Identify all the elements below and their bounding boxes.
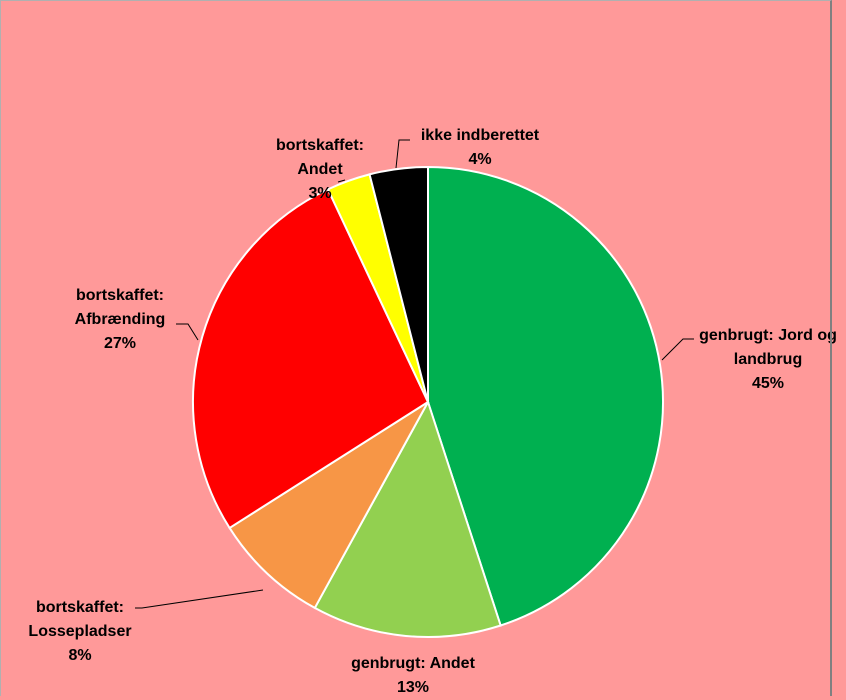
slice-label-line: bortskaffet:	[76, 287, 164, 304]
pie-slice	[368, 165, 429, 403]
slice-label-line: 4%	[468, 151, 491, 168]
slice-label-line: bortskaffet:	[276, 137, 364, 154]
slice-label-line: 27%	[104, 335, 136, 352]
slice-label-line: 45%	[752, 375, 784, 392]
pie-slice	[192, 188, 430, 530]
slice-label: bortskaffet: Afbrænding 27%	[75, 287, 166, 352]
slice-label-line: 8%	[68, 647, 91, 664]
slice-label: genbrugt: Andet 13%	[351, 655, 476, 696]
slice-label-line: Lossepladser	[28, 623, 131, 640]
slice-label-line: landbrug	[734, 351, 802, 368]
leader-line	[395, 139, 410, 169]
slice-label-line: genbrugt: Andet	[351, 655, 476, 672]
pie-slice	[228, 401, 429, 610]
leader-line	[337, 179, 346, 183]
leader-line	[176, 323, 199, 341]
slice-label-line: 13%	[397, 679, 429, 696]
slice-label: bortskaffet: Andet 3%	[276, 137, 364, 202]
pie-slice	[427, 165, 664, 627]
slice-label: ikke indberettet 4%	[421, 127, 540, 168]
slice-label-line: bortskaffet:	[36, 599, 124, 616]
leader-line	[661, 338, 694, 361]
slice-label-line: Afbrænding	[75, 311, 166, 328]
slice-label-line: 3%	[308, 185, 331, 202]
slice-label-line: ikke indberettet	[421, 127, 540, 144]
slice-label-line: genbrugt: Jord og	[699, 327, 837, 344]
pie-slice	[313, 399, 502, 638]
leader-line	[135, 589, 264, 609]
slice-label-line: Andet	[297, 161, 343, 178]
slice-label: genbrugt: Jord og landbrug 45%	[699, 327, 837, 392]
slice-label: bortskaffet: Lossepladser 8%	[28, 599, 131, 664]
